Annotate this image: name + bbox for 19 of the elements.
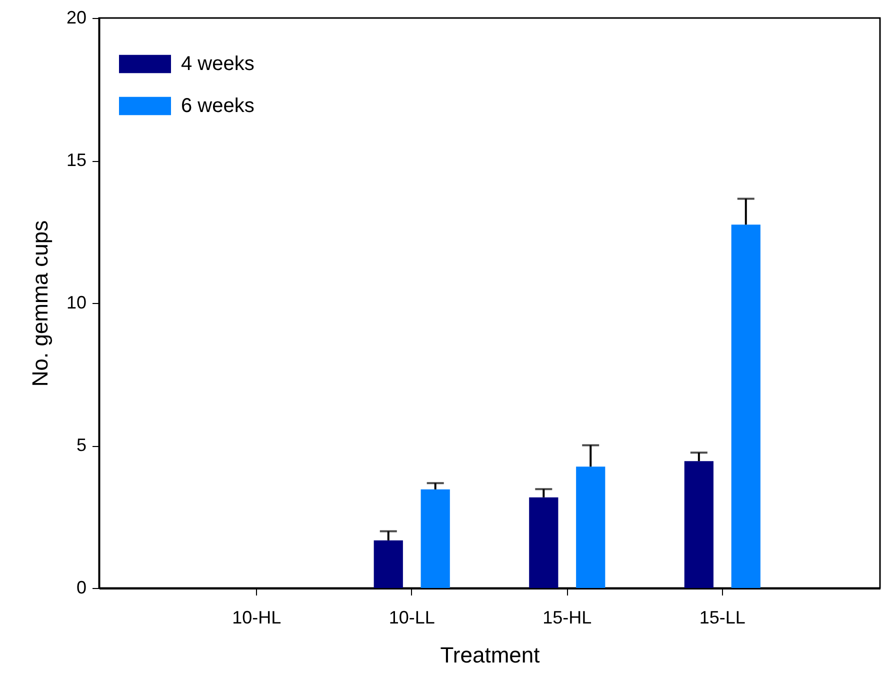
x-tick-label: 10-LL [388,608,435,628]
bar [684,461,714,588]
bar [576,466,606,588]
x-axis-title: Treatment [440,642,540,668]
y-axis-title: No. gemma cups [27,220,52,387]
x-tick-label: 15-HL [542,608,592,628]
y-tick-label: 15 [66,150,86,170]
y-tick-label: 5 [76,435,86,455]
bar [374,540,403,588]
x-tick-label: 10-HL [232,608,282,628]
bar [529,497,558,588]
bar [420,489,450,588]
legend-label: 6 weeks [181,95,254,117]
legend-label: 4 weeks [181,53,254,75]
y-tick-label: 20 [66,8,86,28]
y-tick-label: 0 [76,578,86,598]
bar [731,224,760,588]
y-tick-label: 10 [66,292,86,312]
x-tick-label: 15-LL [699,608,746,628]
